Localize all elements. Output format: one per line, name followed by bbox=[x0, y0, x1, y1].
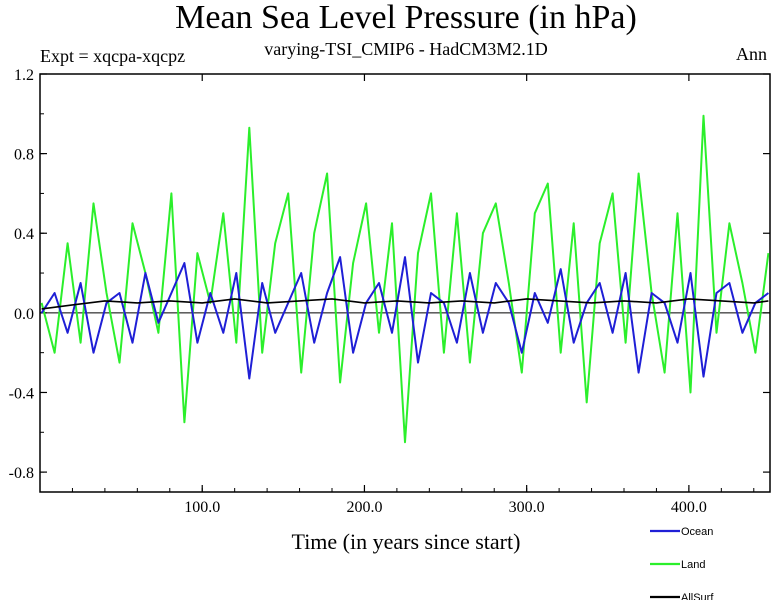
legend: Ocean Land AllSurf bbox=[650, 526, 714, 600]
x-tick-label: 100.0 bbox=[184, 499, 220, 516]
legend-label-ocean: Ocean bbox=[681, 526, 713, 538]
chart-subtitle: varying-TSI_CMIP6 - HadCM3M2.1D bbox=[264, 39, 548, 59]
y-tick-label: -0.4 bbox=[9, 385, 34, 402]
legend-label-allsurf: AllSurf bbox=[681, 592, 714, 600]
y-tick-label: 0.8 bbox=[14, 147, 34, 164]
series-line-allsurf bbox=[41, 298, 769, 310]
series-line-land bbox=[40, 114, 770, 444]
x-axis-label: Time (in years since start) bbox=[292, 529, 521, 554]
y-tick-label: 0.0 bbox=[14, 306, 34, 323]
expt-label: Expt = xqcpa-xqcpz bbox=[40, 46, 185, 66]
x-tick-label: 400.0 bbox=[671, 499, 707, 516]
series-group bbox=[40, 114, 770, 444]
period-label: Ann bbox=[736, 44, 767, 64]
x-tick-label: 200.0 bbox=[346, 499, 382, 516]
chart-title: Mean Sea Level Pressure (in hPa) bbox=[175, 0, 637, 36]
series-line-ocean bbox=[40, 256, 770, 380]
plot-area bbox=[39, 73, 771, 493]
y-tick-label: 0.4 bbox=[14, 226, 34, 243]
legend-label-land: Land bbox=[681, 559, 705, 571]
x-tick-label: 300.0 bbox=[509, 499, 545, 516]
y-tick-label: -0.8 bbox=[9, 465, 34, 482]
y-axis: 1.2 0.8 0.4 0.0 -0.4 -0.8 bbox=[9, 67, 770, 482]
y-tick-label: 1.2 bbox=[14, 67, 34, 84]
x-axis: 100.0 200.0 300.0 400.0 bbox=[71, 74, 755, 516]
